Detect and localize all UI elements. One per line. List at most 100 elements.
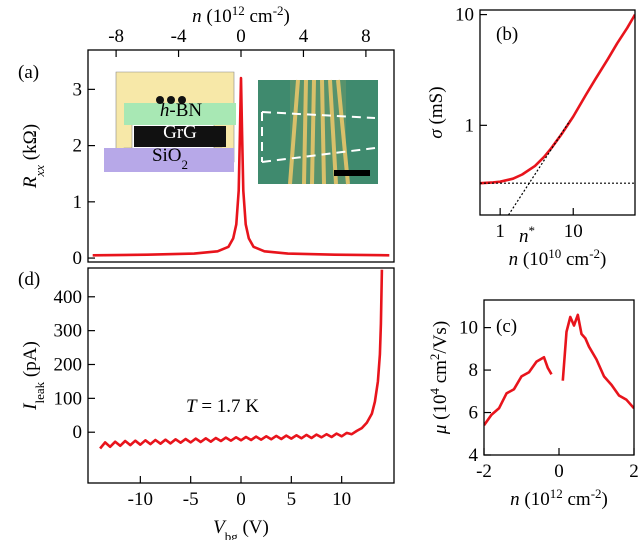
y-axis-label: Ileak (pA) (20, 341, 47, 411)
y-tick-label: 6 (469, 403, 479, 424)
label-part: n (510, 489, 520, 510)
label-part: cm (245, 6, 273, 27)
label-part: I (20, 402, 41, 411)
y-axis-label: Rxx (kΩ) (20, 124, 47, 189)
x-tick-label: -4 (171, 26, 187, 47)
plot-frame (483, 299, 635, 456)
label-part: cm (563, 489, 591, 510)
y-tick-label: 1 (73, 192, 83, 213)
y-tick-label: 300 (54, 321, 83, 342)
y-tick-label: 4 (469, 445, 479, 466)
label-part: 10 (548, 246, 561, 261)
x-tick-label: 5 (287, 489, 297, 510)
inset-label: GrG (163, 122, 197, 143)
label-part: -2 (591, 486, 602, 501)
y-tick-label: 10 (459, 318, 478, 339)
label-part: ) (600, 249, 606, 270)
y-tick-label: 0 (73, 422, 83, 443)
label-part: * (529, 223, 536, 238)
label-part: 12 (232, 3, 245, 18)
y-axis-label: σ (mS) (426, 86, 447, 138)
label-part: (10 (430, 395, 451, 425)
label-part: /Vs) (430, 321, 451, 354)
label-part: (10 (518, 249, 548, 270)
label-part: T (186, 396, 198, 417)
label-part: -2 (589, 246, 600, 261)
annotation: T = 1.7 K (186, 396, 259, 417)
panel-label: (a) (18, 62, 39, 83)
label-part: GrG (163, 122, 197, 143)
label-part: leak (32, 381, 47, 403)
y-tick-label: 8 (469, 360, 479, 381)
x-tick-label: 10 (332, 489, 351, 510)
data-line (92, 76, 390, 257)
plot-frame (87, 49, 395, 263)
label-part: ) (284, 6, 290, 27)
x-tick-label: -10 (128, 489, 153, 510)
data-line (484, 313, 634, 427)
y-axis-label: μ (104 cm2/Vs) (427, 321, 452, 435)
label-part: h (160, 100, 170, 121)
panel-label: (c) (496, 316, 517, 337)
label-part: (kΩ) (20, 124, 41, 165)
x-tick-label: -2 (476, 461, 492, 482)
x-tick-label: 0 (554, 461, 564, 482)
label-part: cm (430, 360, 451, 388)
y-tick-label: 200 (54, 354, 83, 375)
inset-label: h-BN (160, 100, 203, 121)
y-tick-label: 3 (73, 79, 83, 100)
label-part: n (192, 6, 202, 27)
label-part: (V) (238, 517, 269, 538)
label-part: n (519, 226, 529, 247)
label-part: ) (602, 489, 608, 510)
label-part: bg (225, 529, 239, 540)
x-tick-label: 0 (236, 489, 246, 510)
label-part: μ (430, 425, 451, 436)
label-part: 4 (427, 388, 442, 395)
label-part: R (20, 176, 41, 189)
y-tick-label: 2 (73, 136, 83, 157)
label-part: V (213, 517, 227, 538)
annotation: n* (519, 223, 535, 248)
inset-photo (258, 79, 378, 185)
label-part: SiO (152, 145, 182, 166)
inset-label: SiO2 (152, 145, 188, 172)
y-tick-label: 100 (54, 388, 83, 409)
label-part: (10 (520, 489, 550, 510)
x-tick-label: 8 (361, 26, 371, 47)
x-axis-label: Vbg (V) (213, 517, 269, 540)
x-tick-label: 2 (629, 461, 639, 482)
label-part: xx (32, 165, 47, 178)
label-part: -2 (273, 3, 284, 18)
label-part: = 1.7 K (197, 396, 260, 417)
x-tick-label: -8 (108, 26, 124, 47)
x-tick-label: 0 (236, 26, 246, 47)
label-part: 2 (427, 354, 442, 361)
panel-label: (d) (18, 269, 40, 290)
plot-frame (87, 267, 395, 484)
label-part: -BN (169, 100, 202, 121)
label-part: (pA) (20, 341, 41, 382)
label-part: 2 (182, 157, 189, 172)
label-part: (mS) (426, 86, 447, 129)
data-line (507, 120, 571, 215)
label-part: σ (426, 129, 447, 139)
y-tick-label: 400 (54, 287, 83, 308)
x-tick-label: 10 (564, 221, 583, 242)
plot-frame (479, 9, 636, 216)
label-part: n (509, 249, 519, 270)
x-axis-label: n (1012 cm-2) (510, 486, 608, 511)
data-line (99, 269, 384, 450)
x-axis-label: n (1010 cm-2) (509, 246, 607, 271)
label-part: (10 (202, 6, 232, 27)
label-part: cm (561, 249, 589, 270)
x-tick-label: 4 (299, 26, 309, 47)
inset-schematic (104, 71, 236, 172)
y-tick-label: 1 (465, 115, 475, 136)
y-tick-label: 0 (73, 248, 83, 269)
x-axis-label: n (1012 cm-2) (192, 3, 290, 28)
y-tick-label: 10 (455, 5, 474, 26)
x-tick-label: -5 (183, 489, 199, 510)
x-tick-label: 1 (495, 221, 505, 242)
